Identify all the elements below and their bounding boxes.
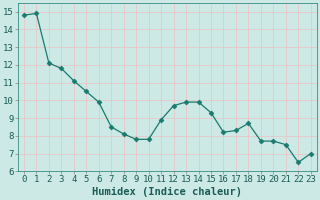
X-axis label: Humidex (Indice chaleur): Humidex (Indice chaleur) xyxy=(92,187,242,197)
